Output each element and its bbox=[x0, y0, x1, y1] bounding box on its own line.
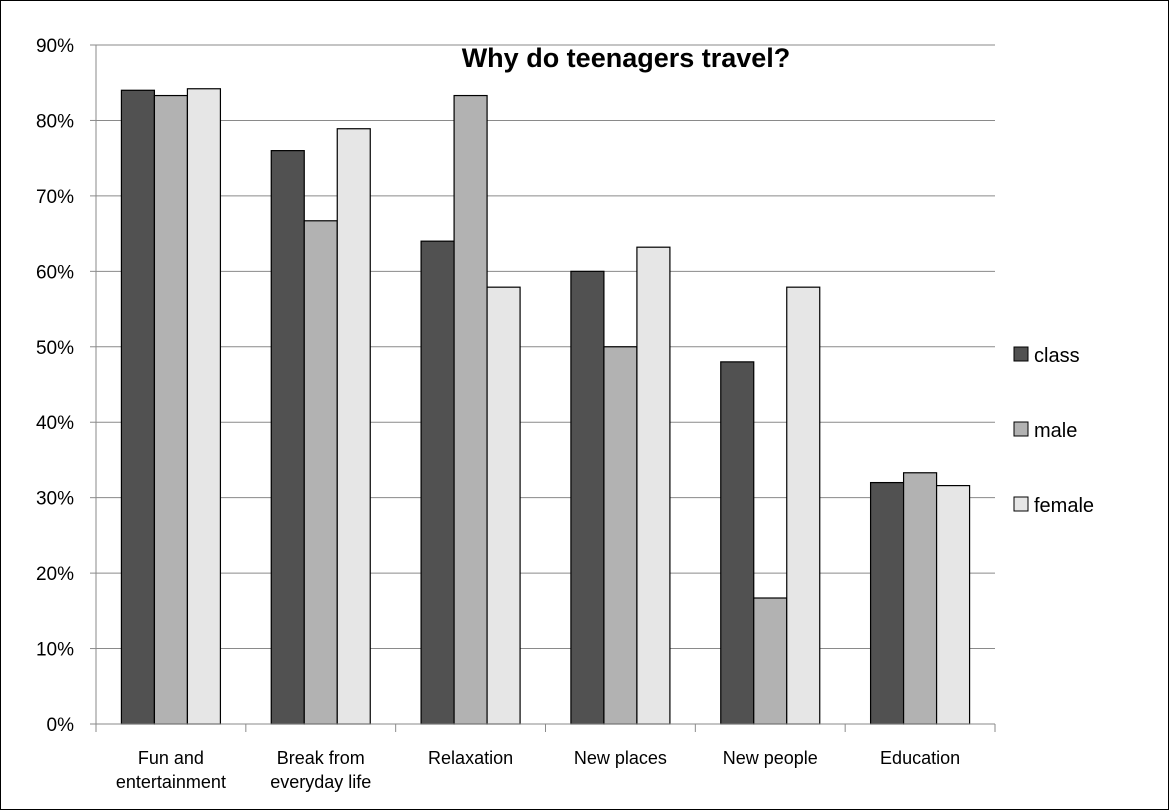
bar-male bbox=[754, 598, 787, 724]
bar-female bbox=[787, 287, 820, 724]
bar-male bbox=[154, 96, 187, 724]
x-category-label: Fun and bbox=[138, 748, 204, 768]
gridlines bbox=[90, 45, 995, 724]
bar-male bbox=[904, 473, 937, 724]
bar-class bbox=[721, 362, 754, 724]
y-tick-label: 30% bbox=[36, 489, 74, 510]
legend-label-male: male bbox=[1034, 420, 1077, 442]
y-tick-label: 20% bbox=[36, 564, 74, 585]
y-axis-tick-labels: 0% 10% 20% 30% 40% 50% 60% 70% 80% 90% bbox=[36, 36, 74, 736]
bar-class bbox=[571, 271, 604, 724]
x-category-label: Break from bbox=[277, 748, 365, 768]
legend-swatch-male bbox=[1014, 422, 1028, 436]
x-category-label: New places bbox=[574, 748, 667, 768]
bar-female bbox=[487, 287, 520, 724]
legend-swatch-female bbox=[1014, 497, 1028, 511]
bar-class bbox=[871, 483, 904, 724]
axes bbox=[96, 45, 995, 732]
bar-male bbox=[454, 96, 487, 724]
y-tick-label: 0% bbox=[47, 715, 75, 736]
bar-class bbox=[121, 90, 154, 724]
y-tick-label: 10% bbox=[36, 640, 74, 661]
legend-label-female: female bbox=[1034, 495, 1094, 517]
bar-female bbox=[187, 89, 220, 724]
x-category-label: entertainment bbox=[116, 772, 226, 792]
x-category-label: Relaxation bbox=[428, 748, 513, 768]
y-tick-label: 40% bbox=[36, 413, 74, 434]
y-tick-label: 80% bbox=[36, 111, 74, 132]
x-category-label: New people bbox=[723, 748, 818, 768]
x-category-label: everyday life bbox=[270, 772, 371, 792]
x-axis-category-labels: Fun and entertainment Break from everyday l… bbox=[116, 748, 960, 792]
bars bbox=[121, 89, 969, 724]
bar-class bbox=[271, 151, 304, 724]
bar-female bbox=[937, 486, 970, 724]
bar-male bbox=[604, 347, 637, 724]
bar-female bbox=[337, 129, 370, 724]
y-tick-label: 50% bbox=[36, 338, 74, 359]
y-tick-label: 70% bbox=[36, 187, 74, 208]
legend-label-class: class bbox=[1034, 345, 1080, 367]
y-tick-label: 90% bbox=[36, 36, 74, 57]
legend-swatch-class bbox=[1014, 347, 1028, 361]
legend: class male female bbox=[1014, 345, 1094, 517]
bar-class bbox=[421, 241, 454, 724]
bar-female bbox=[637, 247, 670, 724]
x-category-label: Education bbox=[880, 748, 960, 768]
bar-male bbox=[304, 221, 337, 724]
y-tick-label: 60% bbox=[36, 262, 74, 283]
chart-title: Why do teenagers travel? bbox=[462, 43, 791, 73]
